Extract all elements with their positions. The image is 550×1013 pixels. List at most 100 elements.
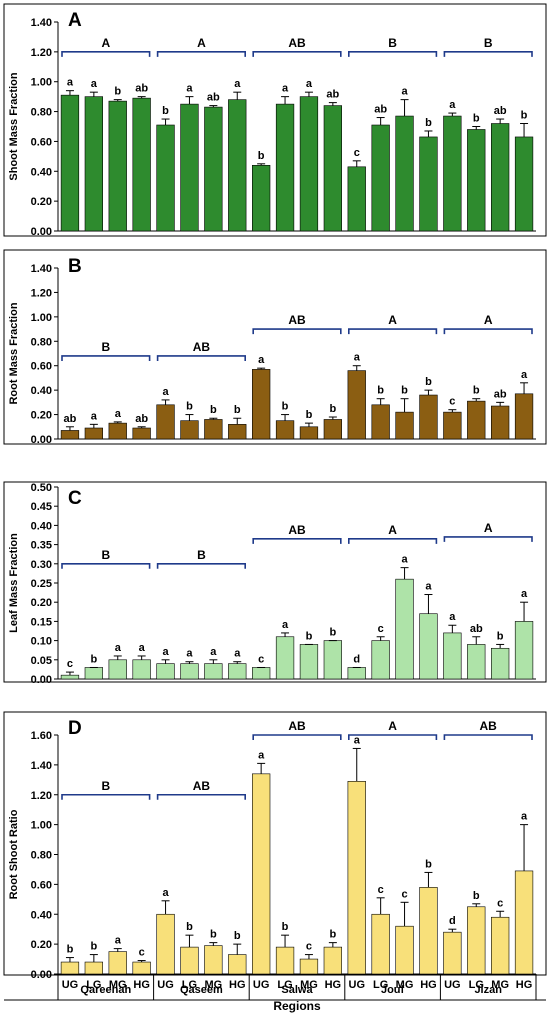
- x-tick-label: LG: [469, 979, 484, 991]
- bar: [180, 946, 199, 975]
- group-letter: AB: [288, 313, 306, 327]
- bar: [371, 913, 390, 975]
- bar: [275, 420, 295, 440]
- x-tick-label: HG: [516, 979, 533, 991]
- bar: [419, 613, 438, 680]
- bar: [204, 419, 223, 440]
- significance-letter: b: [401, 385, 408, 397]
- bar: [252, 369, 271, 440]
- bar: [514, 621, 534, 680]
- significance-letter: a: [67, 77, 74, 89]
- bar: [419, 394, 438, 440]
- bar: [180, 103, 199, 232]
- bar: [252, 165, 271, 232]
- y-tick-label: 0.80: [31, 850, 52, 862]
- x-tick-label: LG: [182, 979, 197, 991]
- panel-frame: [3, 3, 547, 237]
- significance-letter: a: [521, 588, 528, 600]
- significance-letter: b: [210, 929, 217, 941]
- group-bracket: [61, 563, 151, 569]
- significance-letter: d: [353, 653, 360, 665]
- bar: [443, 931, 462, 975]
- y-tick-label: 0.00: [31, 969, 52, 981]
- group-bracket: [348, 538, 438, 544]
- y-axis-title: Shoot Mass Fraction: [8, 72, 20, 180]
- group-bracket: [348, 734, 438, 740]
- significance-letter: c: [449, 396, 455, 408]
- y-tick-label: 0.20: [31, 939, 52, 951]
- bar: [275, 946, 295, 975]
- bar: [514, 870, 534, 975]
- significance-letter: b: [425, 376, 432, 388]
- significance-letter: ab: [494, 388, 507, 400]
- significance-letter: a: [354, 352, 361, 364]
- y-tick-label: 0.80: [31, 336, 52, 348]
- region-label: Jouf: [381, 984, 405, 996]
- significance-letter: b: [306, 630, 313, 642]
- bar: [60, 94, 80, 232]
- y-tick-label: 0.40: [31, 385, 52, 397]
- y-tick-label: 0.60: [31, 361, 52, 373]
- y-tick-label: 0.40: [31, 909, 52, 921]
- bar: [132, 97, 151, 232]
- significance-letter: a: [234, 78, 241, 90]
- y-tick-label: 0.25: [31, 578, 52, 590]
- y-tick-label: 0.50: [31, 482, 52, 494]
- x-tick-label: HG: [420, 979, 437, 991]
- significance-letter: a: [449, 99, 456, 111]
- y-tick-label: 0.60: [31, 136, 52, 148]
- bar: [108, 100, 127, 232]
- x-tick-label: MG: [491, 979, 509, 991]
- group-bracket: [252, 328, 342, 335]
- significance-letter: b: [329, 627, 336, 639]
- panel-c: 0.00 0.05 0.10 0.15 0.20 0.25 0.30 0.35 0.40 0.45…: [8, 482, 536, 686]
- significance-letter: a: [521, 369, 528, 381]
- significance-letter: ab: [207, 92, 220, 104]
- bar: [84, 961, 103, 975]
- significance-letter: ab: [470, 623, 483, 635]
- y-tick-label: 0.00: [31, 674, 52, 686]
- bar: [491, 916, 510, 975]
- bar: [108, 951, 127, 975]
- x-tick-label: UG: [62, 979, 79, 991]
- significance-letter: b: [258, 150, 265, 162]
- bar: [395, 925, 414, 975]
- y-tick-label: 0.00: [31, 434, 52, 446]
- bar: [156, 663, 175, 680]
- y-tick-label: 1.20: [31, 790, 52, 802]
- group-letter: AB: [480, 719, 498, 733]
- significance-letter: c: [306, 941, 312, 953]
- significance-letter: b: [521, 110, 528, 122]
- significance-letter: a: [401, 86, 408, 98]
- significance-letter: a: [425, 581, 432, 593]
- bar: [228, 663, 247, 680]
- bar: [467, 129, 486, 232]
- bar: [467, 400, 486, 440]
- panel-letter: C: [68, 488, 82, 509]
- y-tick-label: 0.20: [31, 410, 52, 422]
- x-tick-label: LG: [277, 979, 292, 991]
- x-categories: UG LG MG HG UG LG MG HG UG LG MG HG UG LG MG HG UG LG MG HG: [62, 979, 533, 991]
- y-tick-label: 1.00: [31, 820, 52, 832]
- bar: [443, 411, 462, 440]
- bar: [491, 647, 510, 680]
- panel-frame: [3, 481, 547, 683]
- significance-letter: b: [67, 944, 74, 956]
- significance-letter: a: [234, 648, 241, 660]
- bar: [252, 667, 271, 680]
- bar: [491, 123, 510, 232]
- group-letter: A: [388, 719, 397, 733]
- bar: [204, 106, 223, 232]
- group-letter: B: [388, 36, 397, 50]
- bar: [347, 781, 366, 975]
- group-letter: A: [388, 523, 397, 537]
- y-tick-label: 0.60: [31, 879, 52, 891]
- group-bracket: [443, 328, 533, 335]
- group-bracket: [156, 51, 246, 57]
- bar: [252, 773, 271, 975]
- y-axis: 0.00 0.20 0.40 0.60 0.80 1.00 1.20 1.40: [31, 17, 59, 238]
- significance-letter: b: [114, 86, 121, 98]
- group-letter: B: [101, 779, 110, 793]
- significance-letter: a: [258, 749, 265, 761]
